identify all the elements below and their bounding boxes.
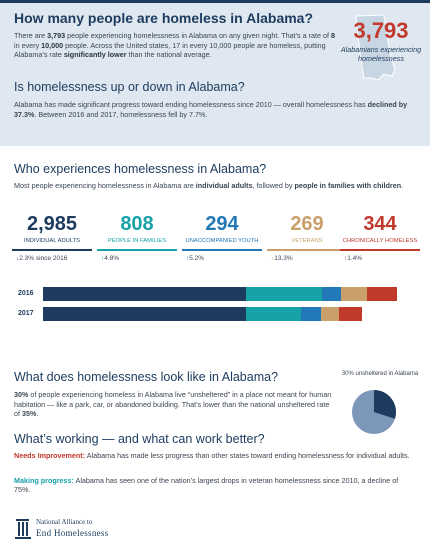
bar-segment-2017-0 bbox=[43, 307, 246, 321]
bar-segment-2016-0 bbox=[43, 287, 246, 301]
category-change: ↓13.3% bbox=[267, 255, 347, 262]
category-people-in-families: 808 People in families ↑4.8% bbox=[97, 213, 177, 262]
logo-line1: National Alliance to bbox=[36, 518, 92, 526]
bar-segment-2017-3 bbox=[321, 307, 339, 321]
category-divider bbox=[340, 249, 420, 251]
bar-segment-2017-4 bbox=[339, 307, 362, 321]
category-label: People in families bbox=[97, 238, 177, 245]
trend-paragraph: Alabama has made significant progress to… bbox=[14, 100, 414, 119]
total-count: 3,793 bbox=[47, 31, 65, 40]
category-change: ↑1.4% bbox=[340, 255, 420, 262]
category-number: 2,985 bbox=[12, 213, 92, 236]
stacked-bar-2016 bbox=[43, 287, 397, 301]
category-label: Individual adults bbox=[12, 238, 92, 245]
category-number: 808 bbox=[97, 213, 177, 236]
page-title: How many people are homeless in Alabama? bbox=[14, 10, 313, 26]
category-unaccompanied-youth: 294 Unaccompanied youth ↑5.2% bbox=[182, 213, 262, 262]
category-label: Chronically homeless bbox=[340, 238, 420, 245]
bar-segment-2017-2 bbox=[301, 307, 321, 321]
looks-paragraph: 30% of people experiencing homeless in A… bbox=[14, 390, 334, 419]
unsheltered-pie-chart bbox=[350, 388, 398, 436]
logo-line2: End Homelessness bbox=[36, 528, 109, 538]
category-divider bbox=[182, 249, 262, 251]
who-paragraph: Most people experiencing homelessness in… bbox=[14, 181, 419, 191]
bar-segment-2016-4 bbox=[367, 287, 397, 301]
trend-heading: Is homelessness up or down in Alabama? bbox=[14, 80, 245, 94]
bar-segment-2017-1 bbox=[246, 307, 301, 321]
stacked-bar-2017 bbox=[43, 307, 362, 321]
category-change: ↓2.3% since 2016 bbox=[12, 255, 92, 262]
category-number: 269 bbox=[267, 213, 347, 236]
category-change: ↑5.2% bbox=[182, 255, 262, 262]
category-individual-adults: 2,985 Individual adults ↓2.3% since 2016 bbox=[12, 213, 92, 262]
category-label: Unaccompanied youth bbox=[182, 238, 262, 245]
bar-segment-2016-1 bbox=[246, 287, 322, 301]
bar-segment-2016-2 bbox=[322, 287, 341, 301]
category-divider bbox=[12, 249, 92, 251]
category-divider bbox=[267, 249, 347, 251]
intro-paragraph: There are 3,793 people experiencing home… bbox=[14, 31, 336, 60]
naeh-logo: National Alliance to End Homelessness bbox=[14, 515, 174, 541]
category-change: ↑4.8% bbox=[97, 255, 177, 262]
category-label: Veterans bbox=[267, 238, 347, 245]
pie-label: 30% unsheltered in Alabama bbox=[340, 371, 420, 378]
stat-label: Alabamians experiencing homelessness bbox=[340, 46, 422, 63]
making-progress-paragraph: Making progress: Alabama has seen one of… bbox=[14, 476, 414, 494]
working-heading: What’s working — and what can work bette… bbox=[14, 432, 265, 446]
bar-year-2016: 2016 bbox=[18, 290, 34, 297]
category-veterans: 269 Veterans ↓13.3% bbox=[267, 213, 347, 262]
category-chronically-homeless: 344 Chronically homeless ↑1.4% bbox=[340, 213, 420, 262]
stat-number: 3,793 bbox=[340, 18, 422, 44]
bar-segment-2016-3 bbox=[341, 287, 367, 301]
headline-stat: 3,793 Alabamians experiencing homelessne… bbox=[340, 12, 422, 92]
bar-year-2017: 2017 bbox=[18, 310, 34, 317]
category-number: 294 bbox=[182, 213, 262, 236]
who-heading: Who experiences homelessness in Alabama? bbox=[14, 162, 266, 176]
column-logo-icon bbox=[14, 516, 32, 540]
looks-heading: What does homelessness look like in Alab… bbox=[14, 370, 278, 384]
needs-improvement-paragraph: Needs Improvement: Alabama has made less… bbox=[14, 451, 414, 460]
category-number: 344 bbox=[340, 213, 420, 236]
category-divider bbox=[97, 249, 177, 251]
